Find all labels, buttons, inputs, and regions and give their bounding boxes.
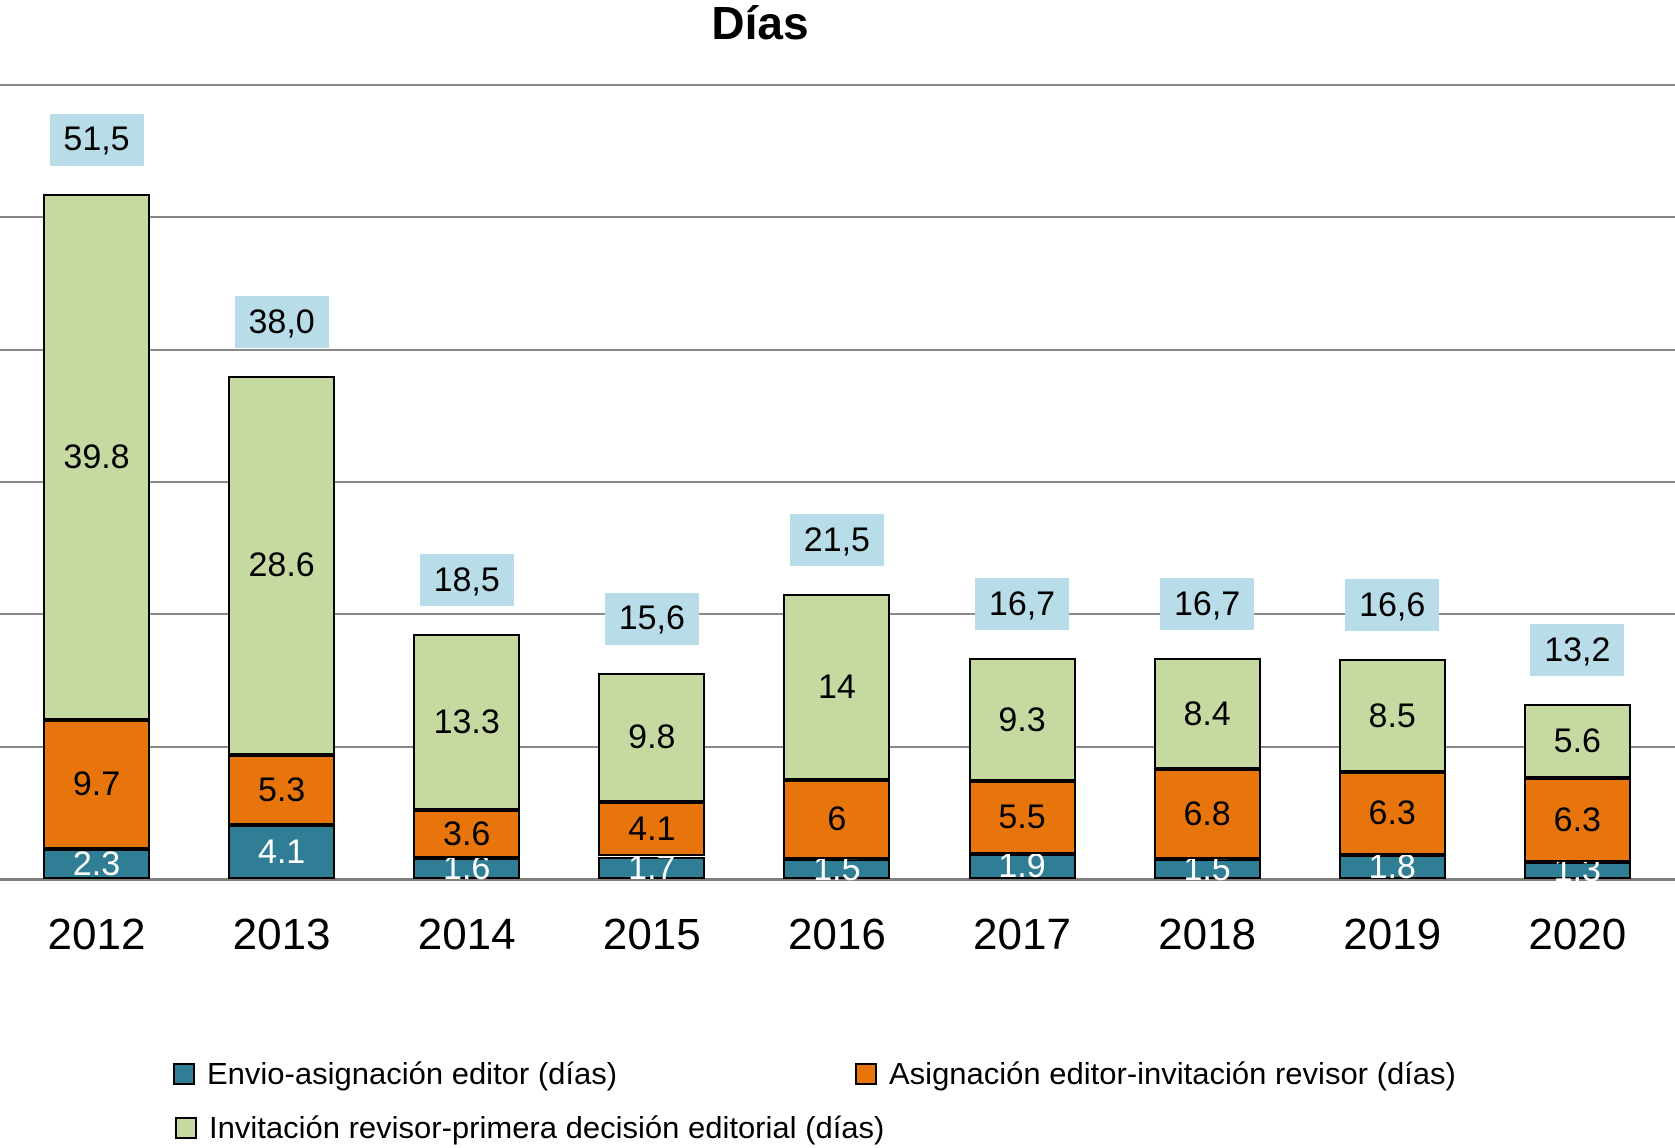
x-axis-label-2016: 2016 — [787, 910, 886, 959]
bar-segment-label: 6.3 — [1553, 801, 1601, 840]
bar-segment-2013-s0: 4.1 — [228, 824, 336, 879]
bar-segment-2012-s0: 2.3 — [43, 844, 150, 883]
bar-segment-label: 1.8 — [1368, 848, 1416, 887]
x-axis-label-2018: 2018 — [1158, 910, 1257, 959]
x-axis-line — [0, 878, 1675, 881]
bar-segment-label: 4.1 — [257, 832, 306, 871]
legend-label-asignacion-invitacion: Asignación editor-invitación revisor (dí… — [889, 1056, 1456, 1091]
bar-segment-2014-s1: 3.6 — [413, 810, 521, 858]
bar-segment-2012-s1: 9.7 — [43, 720, 150, 849]
bar-segment-2012-s2: 39.8 — [43, 193, 150, 721]
bar-segment-label: 9.7 — [72, 765, 121, 804]
bar-segment-label: 5.3 — [257, 770, 306, 809]
bar-segment-label: 6.8 — [1183, 795, 1231, 834]
bar-segment-2018-s2: 8.4 — [1153, 658, 1261, 770]
bar-segment-2016-s0: 1.5 — [783, 852, 891, 886]
bar-segment-label: 14 — [817, 668, 856, 707]
bar-segment-2015-s1: 4.1 — [598, 802, 706, 857]
bar-segment-2016-s2: 14 — [783, 594, 891, 780]
legend-swatch-orange-icon — [855, 1063, 877, 1085]
total-label-2016: 21,5 — [789, 514, 884, 567]
x-axis-label-2017: 2017 — [973, 910, 1071, 959]
bar-segment-label: 9.8 — [628, 718, 676, 757]
bar-segment-label: 1.9 — [998, 847, 1046, 886]
bar-segment-label: 2.3 — [72, 844, 121, 883]
x-axis-label-2013: 2013 — [232, 910, 331, 959]
bar-segment-label: 8.5 — [1368, 696, 1416, 735]
total-label-2020: 13,2 — [1530, 624, 1625, 677]
total-label-2013: 38,0 — [234, 296, 329, 349]
bar-segment-label: 8.4 — [1183, 694, 1231, 733]
legend-item-asignacion-invitacion: Asignación editor-invitación revisor (dí… — [855, 1056, 1456, 1092]
x-axis-label-2014: 2014 — [417, 910, 516, 959]
total-label-2015: 15,6 — [604, 592, 699, 645]
bar-segment-2019-s1: 6.3 — [1338, 771, 1446, 856]
gridline — [0, 84, 1675, 86]
legend-item-invitacion-decision: Invitación revisor-primera decisión edit… — [175, 1110, 884, 1146]
bar-segment-2017-s0: 1.9 — [968, 849, 1076, 883]
bar-segment-label: 4.1 — [628, 810, 676, 849]
legend-item-envio-asignacion: Envio-asignación editor (días) — [173, 1056, 617, 1092]
bar-segment-label: 6.3 — [1368, 794, 1416, 833]
bar-segment-2015-s2: 9.8 — [598, 672, 706, 803]
bar-segment-2018-s0: 1.5 — [1153, 852, 1261, 886]
bar-segment-2019-s2: 8.5 — [1338, 659, 1446, 772]
bar-segment-2020-s0: 1.3 — [1523, 853, 1631, 887]
bar-segment-2018-s1: 6.8 — [1153, 769, 1261, 860]
total-label-2019: 16,6 — [1345, 579, 1440, 632]
bar-segment-label: 28.6 — [248, 546, 315, 585]
bar-segment-2013-s1: 5.3 — [228, 754, 336, 825]
bar-segment-2014-s0: 1.6 — [413, 851, 521, 885]
bar-segment-2020-s2: 5.6 — [1523, 704, 1631, 779]
bar-segment-label: 6 — [827, 800, 847, 839]
bar-segment-2020-s1: 6.3 — [1523, 778, 1631, 862]
x-axis-label-2012: 2012 — [47, 910, 146, 959]
total-label-2012: 51,5 — [49, 113, 144, 166]
gridline — [0, 216, 1675, 219]
gridline — [0, 481, 1675, 483]
bar-segment-2013-s2: 28.6 — [228, 376, 336, 755]
bar-segment-label: 9.3 — [998, 700, 1046, 739]
chart-title: Días — [711, 0, 809, 49]
total-label-2014: 18,5 — [419, 554, 514, 607]
x-axis-label-2019: 2019 — [1343, 910, 1442, 959]
bar-segment-2014-s2: 13.3 — [413, 634, 521, 811]
total-label-2018: 16,7 — [1160, 578, 1255, 630]
bar-segment-2017-s1: 5.5 — [968, 781, 1076, 854]
legend-swatch-teal-icon — [173, 1063, 195, 1085]
x-axis-label-2020: 2020 — [1528, 910, 1627, 959]
legend-label-invitacion-decision: Invitación revisor-primera decisión edit… — [209, 1110, 885, 1145]
bar-segment-label: 5.5 — [998, 798, 1046, 837]
bar-segment-2015-s0: 1.7 — [598, 851, 706, 885]
bar-segment-label: 13.3 — [433, 703, 500, 742]
total-label-2017: 16,7 — [975, 578, 1069, 630]
bar-segment-2016-s1: 6 — [783, 779, 891, 860]
legend-swatch-green-icon — [175, 1117, 197, 1139]
bar-segment-label: 5.6 — [1553, 722, 1601, 761]
legend-label-envio-asignacion: Envio-asignación editor (días) — [207, 1056, 618, 1091]
bar-segment-2017-s2: 9.3 — [968, 658, 1076, 782]
bar-segment-label: 3.6 — [443, 814, 491, 853]
bar-segment-2019-s0: 1.8 — [1338, 850, 1446, 884]
bar-segment-label: 39.8 — [63, 437, 130, 476]
x-axis-label-2015: 2015 — [602, 910, 701, 959]
gridline — [0, 348, 1675, 351]
